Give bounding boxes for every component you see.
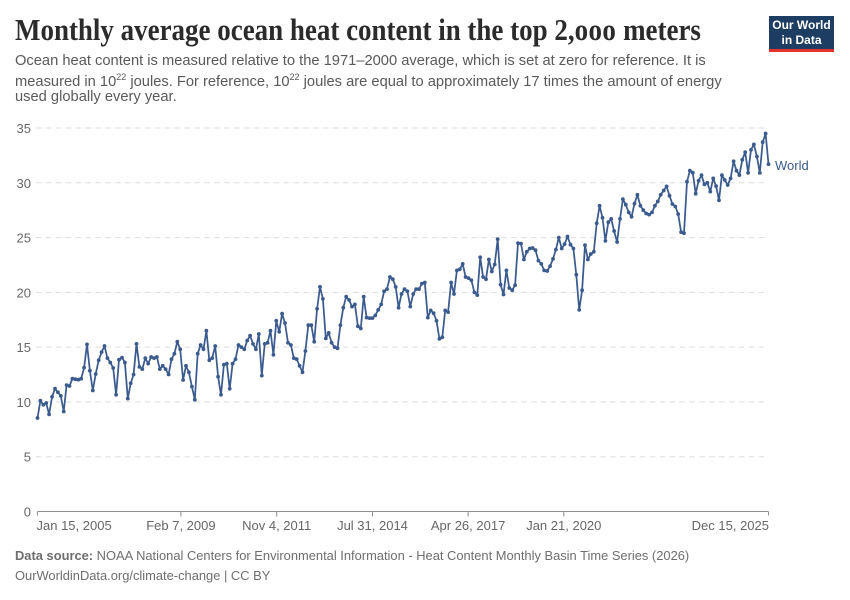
svg-text:Dec 15, 2025: Dec 15, 2025 — [692, 518, 769, 533]
svg-text:Jul 31, 2014: Jul 31, 2014 — [337, 518, 408, 533]
svg-text:Nov 4, 2011: Nov 4, 2011 — [242, 518, 311, 533]
svg-text:35: 35 — [17, 121, 31, 136]
svg-text:20: 20 — [17, 285, 31, 300]
svg-text:0: 0 — [24, 505, 31, 520]
svg-text:Jan 15, 2005: Jan 15, 2005 — [37, 518, 112, 533]
svg-text:15: 15 — [17, 340, 31, 355]
svg-text:Feb 7, 2009: Feb 7, 2009 — [146, 518, 215, 533]
svg-text:30: 30 — [17, 176, 31, 191]
svg-text:25: 25 — [17, 231, 31, 246]
svg-text:Jan 21, 2020: Jan 21, 2020 — [526, 518, 601, 533]
svg-text:10: 10 — [17, 395, 31, 410]
svg-text:World: World — [775, 158, 809, 173]
svg-text:5: 5 — [24, 450, 31, 465]
svg-text:Apr 26, 2017: Apr 26, 2017 — [431, 518, 505, 533]
